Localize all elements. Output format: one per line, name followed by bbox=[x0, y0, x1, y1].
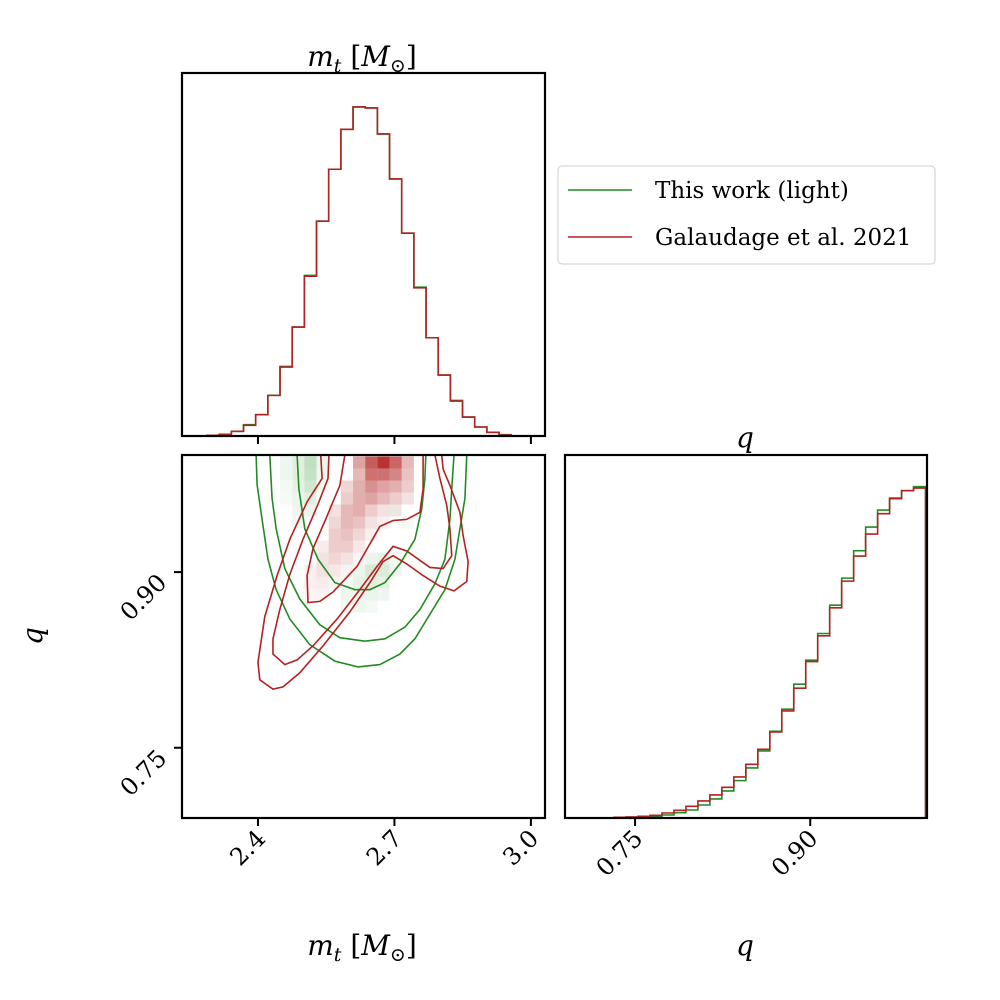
legend-label-this-work: This work (light) bbox=[655, 178, 849, 204]
heatmap-cell-galaudage bbox=[377, 492, 390, 505]
heatmap-cell-this_work bbox=[280, 456, 293, 469]
heatmap-cell-galaudage bbox=[353, 528, 366, 541]
legend-label-galaudage: Galaudage et al. 2021 bbox=[655, 225, 911, 251]
heatmap-cell-galaudage bbox=[328, 552, 341, 565]
heatmap-cell-galaudage bbox=[340, 528, 354, 541]
heatmap-cell-galaudage bbox=[353, 468, 366, 481]
heatmap-cell-galaudage bbox=[340, 540, 354, 553]
histogram-step-galaudage bbox=[206, 106, 513, 437]
heatmap-cell-galaudage bbox=[365, 480, 378, 493]
heatmap-cell-galaudage bbox=[304, 588, 317, 601]
heatmap-cell-galaudage bbox=[389, 456, 402, 469]
panel-frame bbox=[563, 453, 929, 820]
contour-this_work bbox=[296, 454, 427, 591]
heatmap-cell-galaudage bbox=[340, 516, 354, 529]
heatmap-cell-this_work bbox=[280, 468, 293, 481]
heatmap-cell-galaudage bbox=[353, 492, 366, 505]
contour-galaudage bbox=[272, 454, 453, 666]
contour-galaudage bbox=[257, 454, 469, 691]
legend-frame bbox=[557, 165, 936, 265]
heatmap-cell-galaudage bbox=[389, 468, 402, 481]
heatmap-cell-galaudage bbox=[328, 504, 341, 517]
heatmap-cell-galaudage bbox=[377, 456, 390, 469]
heatmap-cell-galaudage bbox=[401, 480, 414, 493]
heatmap-cell-galaudage bbox=[389, 480, 402, 493]
panel-mt-histogram: mt [M⊙] bbox=[180, 40, 547, 444]
contour-galaudage bbox=[306, 454, 424, 604]
heatmap-cell-this_work bbox=[353, 576, 366, 589]
heatmap-cell-this_work bbox=[353, 600, 366, 613]
heatmap-cell-this_work bbox=[304, 468, 317, 481]
heatmap-cell-galaudage bbox=[401, 492, 414, 505]
heatmap-cell-galaudage bbox=[340, 504, 354, 517]
panel-title-q: q bbox=[736, 421, 754, 454]
histogram-step-galaudage bbox=[613, 487, 927, 819]
heatmap-cell-this_work bbox=[292, 492, 305, 505]
heatmap-cell-this_work bbox=[280, 492, 293, 505]
heatmap-cell-galaudage bbox=[353, 480, 366, 493]
heatmap-cell-galaudage bbox=[353, 504, 366, 517]
heatmap-cell-galaudage bbox=[377, 468, 390, 481]
x-axis-label-mt: mt [M⊙] bbox=[307, 929, 417, 966]
heatmap-cell-this_work bbox=[377, 564, 390, 577]
heatmap-cell-this_work bbox=[304, 456, 317, 469]
heatmap-cell-galaudage bbox=[365, 516, 378, 529]
heatmap-cell-this_work bbox=[365, 564, 378, 577]
heatmap-cell-galaudage bbox=[365, 504, 378, 517]
heatmap-cell-galaudage bbox=[340, 492, 354, 505]
heatmap-cell-galaudage bbox=[340, 552, 354, 565]
heatmap-cell-galaudage bbox=[353, 540, 366, 553]
heatmap-cell-this_work bbox=[340, 588, 354, 601]
heatmap-cell-galaudage bbox=[328, 528, 341, 541]
heatmap-cell-galaudage bbox=[377, 480, 390, 493]
heatmap-cell-galaudage bbox=[316, 540, 329, 553]
heatmap-cell-galaudage bbox=[340, 480, 354, 493]
heatmap-cell-galaudage bbox=[365, 492, 378, 505]
heatmap-cell-this_work bbox=[365, 588, 378, 601]
heatmap-cell-galaudage bbox=[377, 504, 390, 517]
heatmap-cell-this_work bbox=[389, 504, 402, 517]
heatmap-cell-galaudage bbox=[304, 576, 317, 589]
heatmap-cell-this_work bbox=[353, 564, 366, 577]
heatmap-cell-this_work bbox=[304, 480, 317, 493]
heatmap-cell-galaudage bbox=[389, 504, 402, 517]
heatmap-cell-galaudage bbox=[304, 564, 317, 577]
contour-this_work bbox=[268, 454, 455, 642]
heatmap-cell-galaudage bbox=[316, 564, 329, 577]
heatmap-cell-galaudage bbox=[316, 576, 329, 589]
heatmap-cell-galaudage bbox=[353, 456, 366, 469]
heatmap-cell-this_work bbox=[365, 552, 378, 565]
panel-title-mt: mt [M⊙] bbox=[307, 40, 417, 77]
panel-q-histogram: 0.75 0.90 q q bbox=[563, 421, 929, 962]
x-axis-label-q: q bbox=[736, 929, 754, 962]
panel-joint-mt-q: 2.4 2.7 3.0 0.750.90 mt [M⊙] q bbox=[16, 453, 547, 966]
heatmap-cell-this_work bbox=[353, 588, 366, 601]
heatmap-cell-galaudage bbox=[389, 492, 402, 505]
heatmap-cell-galaudage bbox=[365, 468, 378, 481]
heatmap-cell-this_work bbox=[280, 480, 293, 493]
heatmap-cell-galaudage bbox=[401, 456, 414, 469]
heatmap-cell-galaudage bbox=[353, 516, 366, 529]
heatmap-cell-this_work bbox=[377, 588, 390, 601]
heatmap-cell-galaudage bbox=[328, 540, 341, 553]
heatmap-cell-this_work bbox=[316, 456, 329, 469]
heatmap-cell-this_work bbox=[365, 600, 378, 613]
heatmap-cell-galaudage bbox=[353, 552, 366, 565]
heatmap-cell-galaudage bbox=[328, 516, 341, 529]
y-axis-label-q: q bbox=[16, 627, 49, 645]
legend: This work (light) Galaudage et al. 2021 bbox=[557, 165, 936, 265]
panel-frame bbox=[180, 71, 547, 438]
heatmap-cell-galaudage bbox=[401, 468, 414, 481]
contour-this_work bbox=[255, 454, 468, 668]
heatmap-cell-galaudage bbox=[328, 564, 341, 577]
heatmap-cell-galaudage bbox=[340, 564, 354, 577]
panel-frame bbox=[180, 453, 547, 820]
heatmap-cell-galaudage bbox=[365, 456, 378, 469]
